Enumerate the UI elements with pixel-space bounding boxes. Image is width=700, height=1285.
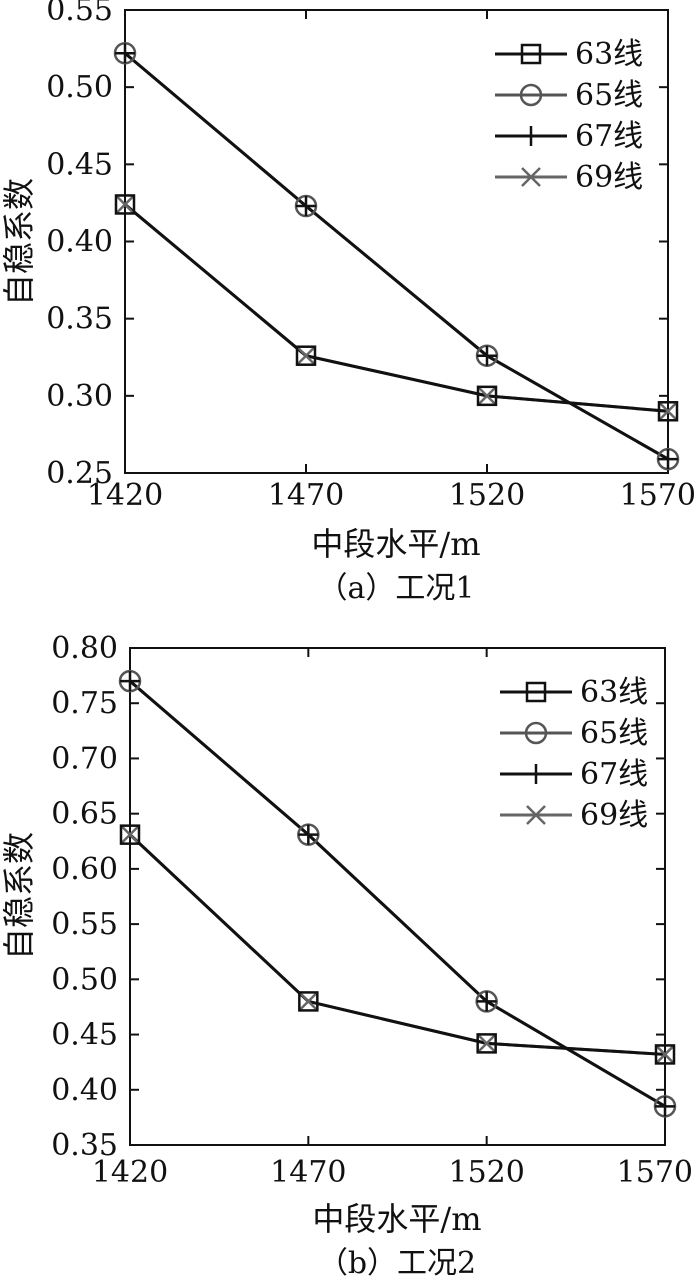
legend-marker-plus <box>521 126 541 146</box>
data-point-square <box>476 385 498 407</box>
data-point-cross <box>296 345 316 366</box>
series-layer-a <box>113 41 680 471</box>
x-tick-label: 1470 <box>270 1155 346 1190</box>
y-tick-label: 0.50 <box>51 962 118 997</box>
chart-a: 0.25 0.30 0.35 0.40 0.45 0.50 0.55 1420 1470 152… <box>0 0 696 606</box>
series-line-63线 <box>128 833 666 1056</box>
data-point-square <box>114 194 136 215</box>
chart-b: 0.35 0.40 0.45 0.50 0.55 0.60 0.65 0.70 0.75 0.80… <box>0 631 693 1281</box>
legend-marker-plus <box>526 764 546 784</box>
y-tick-label: 0.35 <box>51 1128 118 1163</box>
y-tick-label: 0.25 <box>46 456 113 491</box>
legend-label: 67线 <box>580 757 648 792</box>
data-point-plus <box>655 1096 675 1117</box>
legend-a: 63线 65线 67线 69线 <box>495 37 643 195</box>
data-point-cross <box>658 401 678 422</box>
legend-label: 63线 <box>580 675 648 710</box>
y-tick-label: 0.45 <box>46 147 113 182</box>
data-point-cross <box>115 194 135 215</box>
data-point-plus <box>476 991 497 1012</box>
legend-label: 63线 <box>575 37 643 72</box>
data-point-plus <box>120 671 140 692</box>
y-tick-label: 0.30 <box>46 379 113 414</box>
legend-label: 65线 <box>580 716 648 751</box>
data-point-square <box>654 1044 676 1065</box>
caption-b: （b）工况2 <box>318 1246 476 1281</box>
plot-frame-b <box>129 647 666 1146</box>
data-point-plus <box>658 449 678 470</box>
y-tick-label: 0.55 <box>51 907 118 942</box>
data-point-plus <box>477 345 497 366</box>
data-point-square <box>119 824 141 845</box>
data-point-square <box>295 345 317 366</box>
legend-b: 63线 65线 67线 69线 <box>500 675 648 833</box>
legend-marker-cross <box>526 805 546 825</box>
x-tick-label: 1520 <box>449 478 525 513</box>
data-point-cross <box>655 1044 675 1065</box>
caption-a: （a）工况1 <box>318 571 475 606</box>
series-layer-b <box>118 669 677 1118</box>
y-tick-label: 0.55 <box>46 0 113 28</box>
legend-marker-square <box>520 43 542 65</box>
x-axis-title-b: 中段水平/m <box>312 1200 481 1238</box>
y-tick-label: 0.50 <box>46 70 113 105</box>
data-point-plus <box>115 43 135 64</box>
legend-marker-circle <box>524 721 548 745</box>
y-tick-label: 0.60 <box>51 852 118 887</box>
data-point-square <box>298 991 319 1012</box>
data-point-plus <box>296 196 316 217</box>
legend-label: 65线 <box>575 78 643 113</box>
x-axis-ticks-b: 1420 1470 1520 1570 <box>92 648 693 1190</box>
x-tick-label: 1520 <box>448 1155 524 1190</box>
y-tick-label: 0.65 <box>51 797 118 832</box>
series-line-67线 <box>124 52 669 461</box>
data-point-square <box>476 1033 497 1054</box>
legend-marker-square <box>525 681 547 703</box>
legend-marker-cross <box>521 167 541 187</box>
legend-label: 69线 <box>575 160 643 195</box>
y-axis-ticks-b: 0.35 0.40 0.45 0.50 0.55 0.60 0.65 0.70 0.75 0.80 <box>51 631 665 1163</box>
x-tick-label: 1420 <box>92 1155 168 1190</box>
series-line-65线 <box>124 52 669 461</box>
x-axis-title-a: 中段水平/m <box>311 525 480 563</box>
x-tick-label: 1470 <box>268 478 344 513</box>
data-point-cross <box>120 824 140 845</box>
legend-label: 67线 <box>575 119 643 154</box>
y-axis-title-a: 自稳系数 <box>0 178 38 306</box>
data-point-square <box>657 401 679 422</box>
series-line-67线 <box>129 679 666 1108</box>
y-axis-ticks-a: 0.25 0.30 0.35 0.40 0.45 0.50 0.55 <box>46 0 668 491</box>
data-point-cross <box>476 1033 497 1054</box>
y-axis-title-b: 自稳系数 <box>0 832 38 960</box>
y-tick-label: 0.40 <box>46 225 113 260</box>
y-tick-label: 0.70 <box>51 741 118 776</box>
legend-marker-circle <box>519 83 543 107</box>
data-point-cross <box>298 991 319 1012</box>
series-line-63线 <box>124 203 669 413</box>
data-point-plus <box>298 824 319 845</box>
series-line-69线 <box>124 203 669 413</box>
x-axis-ticks-a: 1420 1470 1520 1570 <box>87 10 696 513</box>
y-tick-label: 0.75 <box>51 686 118 721</box>
y-tick-label: 0.40 <box>51 1073 118 1108</box>
y-tick-label: 0.45 <box>51 1018 118 1053</box>
x-tick-label: 1570 <box>617 1155 693 1190</box>
x-tick-label: 1570 <box>620 478 696 513</box>
x-tick-label: 1420 <box>87 478 163 513</box>
y-tick-label: 0.35 <box>46 302 113 337</box>
y-tick-label: 0.80 <box>51 631 118 666</box>
data-point-cross <box>477 385 497 406</box>
legend-label: 69线 <box>580 798 648 833</box>
